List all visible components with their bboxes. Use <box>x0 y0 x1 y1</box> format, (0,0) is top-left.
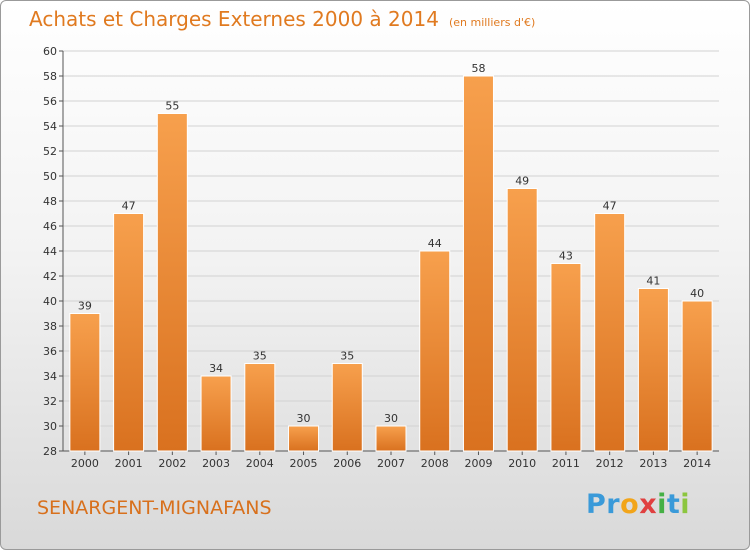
bar-2000 <box>69 313 101 452</box>
y-tick-label: 56 <box>43 95 57 108</box>
bar-value-label: 55 <box>165 100 179 113</box>
bar-2005 <box>288 425 320 452</box>
y-tick-label: 30 <box>43 420 57 433</box>
proxiti-logo: Proxiti <box>586 489 690 520</box>
bar-2003 <box>200 375 232 452</box>
bar-value-label: 58 <box>471 62 485 75</box>
x-tick-label: 2014 <box>683 457 711 470</box>
bar-value-label: 35 <box>340 350 354 363</box>
y-tick-label: 58 <box>43 70 57 83</box>
y-tick-label: 50 <box>43 170 57 183</box>
bar-value-label: 41 <box>646 275 660 288</box>
logo-letter: i <box>657 489 667 520</box>
x-tick-label: 2010 <box>508 457 536 470</box>
logo-letter: x <box>639 489 658 520</box>
x-tick-label: 2003 <box>202 457 230 470</box>
bar-value-label: 47 <box>603 200 617 213</box>
y-tick-label: 34 <box>43 370 57 383</box>
x-tick-label: 2012 <box>596 457 624 470</box>
bar-2007 <box>375 425 407 452</box>
chart-subtitle: (en milliers d'€) <box>448 16 536 29</box>
y-tick-labels: 28 30 32 34 36 38 40 42 44 46 48 50 52 54 56 58 60 <box>43 45 57 458</box>
x-tick-label: 2004 <box>246 457 274 470</box>
x-tick-label: 2008 <box>421 457 449 470</box>
bar-value-label: 49 <box>515 175 529 188</box>
bar-2013 <box>637 288 669 452</box>
logo-letter: o <box>620 489 640 520</box>
x-tick-label: 2002 <box>158 457 186 470</box>
y-tick-label: 44 <box>43 245 57 258</box>
y-tick-label: 52 <box>43 145 57 158</box>
bar-value-label: 40 <box>690 287 704 300</box>
y-tick-label: 38 <box>43 320 57 333</box>
bar-value-label: 43 <box>559 250 573 263</box>
y-tick-label: 36 <box>43 345 57 358</box>
chart-title: Achats et Charges Externes 2000 à 2014 <box>29 7 439 31</box>
town-name: SENARGENT-MIGNAFANS <box>37 497 272 519</box>
bar-2002 <box>156 113 188 452</box>
x-tick-label: 2001 <box>115 457 143 470</box>
y-tick-label: 54 <box>43 120 57 133</box>
bar-2001 <box>113 213 145 452</box>
y-tick-label: 40 <box>43 295 57 308</box>
logo-letter: r <box>606 489 621 520</box>
bar-2008 <box>419 250 451 452</box>
bar-value-label: 35 <box>253 350 267 363</box>
bar-value-label: 39 <box>78 300 92 313</box>
bar-value-label: 30 <box>297 412 311 425</box>
logo-letter: i <box>680 489 691 520</box>
x-tick-label: 2007 <box>377 457 405 470</box>
logo-letter: P <box>586 489 607 520</box>
bar-2012 <box>594 213 626 452</box>
bar-2011 <box>550 263 582 452</box>
y-tick-label: 48 <box>43 195 57 208</box>
bar-value-label: 47 <box>122 200 136 213</box>
logo-letter: t <box>666 489 681 520</box>
x-tick-label: 2009 <box>464 457 492 470</box>
x-tick-label: 2013 <box>639 457 667 470</box>
bar-2006 <box>331 363 363 452</box>
bar-value-label: 30 <box>384 412 398 425</box>
bar-value-label: 34 <box>209 362 223 375</box>
bar-2010 <box>506 188 538 452</box>
bar-value-label: 44 <box>428 237 442 250</box>
x-tick-labels: 2000 2001 2002 2003 2004 2005 2006 2007 2008 2009… <box>71 457 711 470</box>
y-tick-label: 46 <box>43 220 57 233</box>
bars: 39 47 55 34 35 30 35 30 44 58 49 43 47 41 40 <box>69 62 713 452</box>
y-tick-label: 42 <box>43 270 57 283</box>
x-tick-label: 2005 <box>290 457 318 470</box>
x-tick-label: 2000 <box>71 457 99 470</box>
x-tick-label: 2011 <box>552 457 580 470</box>
y-tick-label: 32 <box>43 395 57 408</box>
bar-2004 <box>244 363 276 452</box>
bar-2009 <box>462 75 494 452</box>
y-tick-label: 28 <box>43 445 57 458</box>
y-tick-label: 60 <box>43 45 57 58</box>
x-tick-label: 2006 <box>333 457 361 470</box>
bar-2014 <box>681 300 713 452</box>
title-row: Achats et Charges Externes 2000 à 2014 (e… <box>29 7 535 31</box>
